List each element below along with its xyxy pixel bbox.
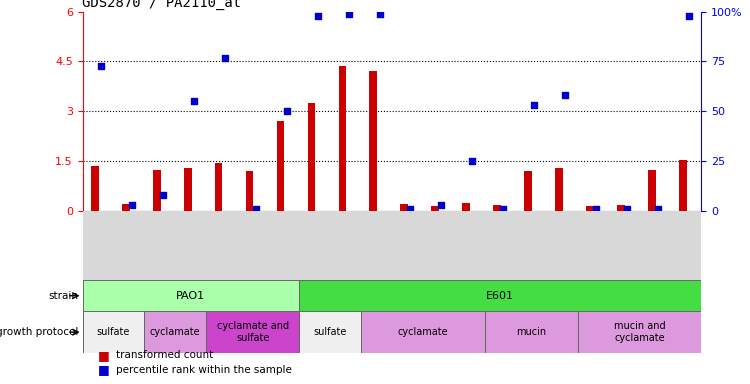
- Text: ■: ■: [98, 363, 109, 376]
- Bar: [648, 170, 656, 211]
- Bar: [277, 121, 284, 211]
- Bar: [431, 206, 439, 211]
- Point: [652, 205, 664, 212]
- Point: [590, 205, 602, 212]
- Point: [466, 158, 478, 164]
- Bar: [578, 311, 701, 353]
- Text: cyclamate and
sulfate: cyclamate and sulfate: [217, 321, 289, 343]
- Text: sulfate: sulfate: [97, 327, 130, 337]
- Bar: [370, 71, 377, 211]
- Point: [682, 13, 694, 19]
- Text: sulfate: sulfate: [314, 327, 346, 337]
- Bar: [82, 311, 144, 353]
- Text: mucin: mucin: [516, 327, 546, 337]
- Bar: [617, 205, 625, 211]
- Bar: [679, 160, 686, 211]
- Bar: [586, 206, 594, 211]
- Bar: [462, 203, 470, 211]
- Text: mucin and
cyclamate: mucin and cyclamate: [614, 321, 665, 343]
- Point: [95, 63, 107, 70]
- Point: [188, 98, 200, 104]
- Bar: [206, 311, 299, 353]
- Point: [497, 205, 509, 212]
- Bar: [91, 166, 99, 211]
- Bar: [122, 204, 130, 211]
- Text: strain: strain: [49, 291, 79, 301]
- Text: percentile rank within the sample: percentile rank within the sample: [116, 365, 292, 375]
- Point: [157, 192, 169, 198]
- Bar: [214, 163, 223, 211]
- Bar: [144, 311, 206, 353]
- Text: GDS2870 / PA2110_at: GDS2870 / PA2110_at: [82, 0, 242, 10]
- Bar: [246, 171, 254, 211]
- Text: growth protocol: growth protocol: [0, 327, 79, 337]
- Point: [250, 205, 262, 212]
- Bar: [299, 311, 361, 353]
- Point: [343, 11, 355, 17]
- Point: [280, 108, 292, 114]
- Bar: [555, 168, 562, 211]
- Bar: [82, 280, 299, 311]
- Bar: [484, 311, 578, 353]
- Point: [528, 102, 540, 108]
- Bar: [494, 205, 501, 211]
- Text: cyclamate: cyclamate: [398, 327, 448, 337]
- Text: E601: E601: [486, 291, 514, 301]
- Point: [404, 205, 416, 212]
- Bar: [308, 103, 315, 211]
- Bar: [400, 204, 408, 211]
- Point: [312, 13, 324, 19]
- Text: cyclamate: cyclamate: [150, 327, 201, 337]
- Point: [126, 202, 138, 208]
- Bar: [153, 170, 160, 211]
- Bar: [184, 168, 191, 211]
- Text: ■: ■: [98, 349, 109, 362]
- Text: PAO1: PAO1: [176, 291, 206, 301]
- Point: [559, 92, 572, 98]
- Point: [219, 55, 231, 61]
- Bar: [361, 311, 484, 353]
- Point: [435, 202, 447, 208]
- Bar: [338, 66, 346, 211]
- Bar: [524, 171, 532, 211]
- Point: [374, 11, 386, 17]
- Point: [621, 205, 633, 212]
- Bar: [299, 280, 701, 311]
- Text: transformed count: transformed count: [116, 350, 214, 360]
